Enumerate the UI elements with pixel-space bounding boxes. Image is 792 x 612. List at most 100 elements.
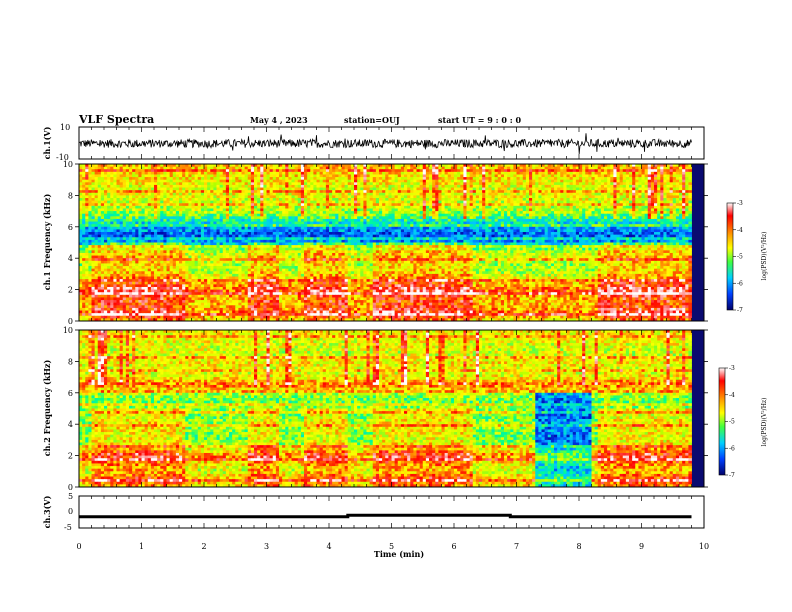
spectrogram-cell <box>457 179 461 183</box>
spectrogram-cell <box>610 182 614 186</box>
spectrogram-cell <box>166 226 171 230</box>
spectrogram-cell <box>91 190 96 194</box>
spectrogram-cell <box>222 205 227 209</box>
spectrogram-cell <box>122 218 127 222</box>
spectrogram-cell <box>460 192 464 196</box>
spectrogram-cell <box>441 177 446 181</box>
spectrogram-cell <box>235 203 239 207</box>
spectrogram-cell <box>507 216 511 220</box>
spectrogram-cell <box>466 216 471 220</box>
spectrogram-cell <box>197 190 202 194</box>
spectrogram-cell <box>397 213 402 217</box>
spectrogram-cell <box>300 226 305 230</box>
spectrogram-cell <box>332 208 336 212</box>
spectrogram-cell <box>122 174 127 178</box>
spectrogram-cell <box>116 164 121 168</box>
spectrogram-cell <box>422 211 427 215</box>
spectrogram-cell <box>147 200 152 204</box>
spectrogram-cell <box>129 218 133 222</box>
spectrogram-cell <box>125 179 130 183</box>
spectrogram-cell <box>622 221 627 225</box>
spectrogram-cell <box>260 221 264 225</box>
spectrogram-cell <box>335 177 339 181</box>
spectrogram-cell <box>688 169 692 173</box>
spectrogram-cell <box>441 216 446 220</box>
spectrogram-cell <box>538 166 542 170</box>
spectrogram-cell <box>538 224 542 228</box>
spectrogram-cell <box>91 221 96 225</box>
spectrogram-cell <box>379 221 383 225</box>
spectrogram-cell <box>82 164 86 168</box>
spectrogram-cell <box>563 211 567 215</box>
spectrogram-cell <box>179 221 183 225</box>
spectrogram-cell <box>666 195 671 199</box>
spectrogram-cell <box>669 190 674 194</box>
spectrogram-cell <box>638 164 642 168</box>
spectrogram-cell <box>535 179 539 183</box>
spectrogram-cell <box>363 221 367 225</box>
spectrogram-cell <box>310 187 314 191</box>
spectrogram-cell <box>563 171 567 175</box>
spectrogram-cell <box>369 164 374 168</box>
spectrogram-cell <box>579 169 583 173</box>
spectrogram-cell <box>407 221 411 225</box>
spectrogram-cell <box>241 226 246 230</box>
spectrogram-cell <box>210 218 214 222</box>
spectrogram-cell <box>97 203 102 207</box>
spectrogram-cell <box>454 195 458 199</box>
spectrogram-cell <box>157 192 161 196</box>
spectrogram-cell <box>110 229 114 233</box>
spectrogram-cell <box>363 192 367 196</box>
spectrogram-cell <box>641 177 646 181</box>
spectrogram-cell <box>479 198 483 202</box>
spectrogram-cell <box>491 203 496 207</box>
spectrogram-cell <box>419 200 424 204</box>
spectrogram-cell <box>260 179 264 183</box>
spectrogram-cell <box>200 208 205 212</box>
spectrogram-cell <box>541 213 546 217</box>
spectrogram-cell <box>544 164 549 168</box>
spectrogram-cell <box>666 211 671 215</box>
spectrogram-cell <box>494 174 499 178</box>
spectrogram-cell <box>397 216 402 220</box>
spectrogram-cell <box>613 166 617 170</box>
spectrogram-cell <box>325 166 330 170</box>
spectrogram-cell <box>210 192 214 196</box>
spectrogram-cell <box>341 200 346 204</box>
spectrogram-cell <box>266 221 271 225</box>
spectrogram-cell <box>297 195 302 199</box>
spectrogram-cell <box>104 205 108 209</box>
spectrogram-cell <box>88 182 92 186</box>
spectrogram-cell <box>375 203 380 207</box>
spectrogram-cell <box>363 187 367 191</box>
spectrogram-cell <box>588 205 592 209</box>
spectrogram-cell <box>619 200 624 204</box>
spectrogram-cell <box>644 174 649 178</box>
spectrogram-cell <box>413 218 417 222</box>
spectrogram-cell <box>441 182 446 186</box>
spectrogram-cell <box>422 216 427 220</box>
spectrogram-cell <box>141 164 146 168</box>
spectrogram-cell <box>597 200 602 204</box>
spectrogram-cell <box>235 208 239 212</box>
spectrogram-cell <box>129 211 133 215</box>
spectrogram-cell <box>407 187 411 191</box>
spectrogram-cell <box>657 184 661 188</box>
spectrogram-cell <box>400 174 405 178</box>
spectrogram-cell <box>219 164 224 168</box>
spectrogram-cell <box>435 200 439 204</box>
spectrogram-cell <box>650 213 655 217</box>
spectrogram-cell <box>357 200 361 204</box>
spectrogram-cell <box>229 179 233 183</box>
spectrogram-cell <box>157 221 161 225</box>
spectrogram-cell <box>322 218 327 222</box>
spectrogram-cell <box>647 184 652 188</box>
spectrogram-cell <box>350 213 355 217</box>
spectrogram-cell <box>604 192 608 196</box>
spectrogram-cell <box>422 198 427 202</box>
spectrogram-cell <box>269 174 274 178</box>
spectrogram-cell <box>422 213 427 217</box>
spectrogram-cell <box>485 187 489 191</box>
spectrogram-cell <box>144 198 149 202</box>
spectrogram-cell <box>357 177 361 181</box>
